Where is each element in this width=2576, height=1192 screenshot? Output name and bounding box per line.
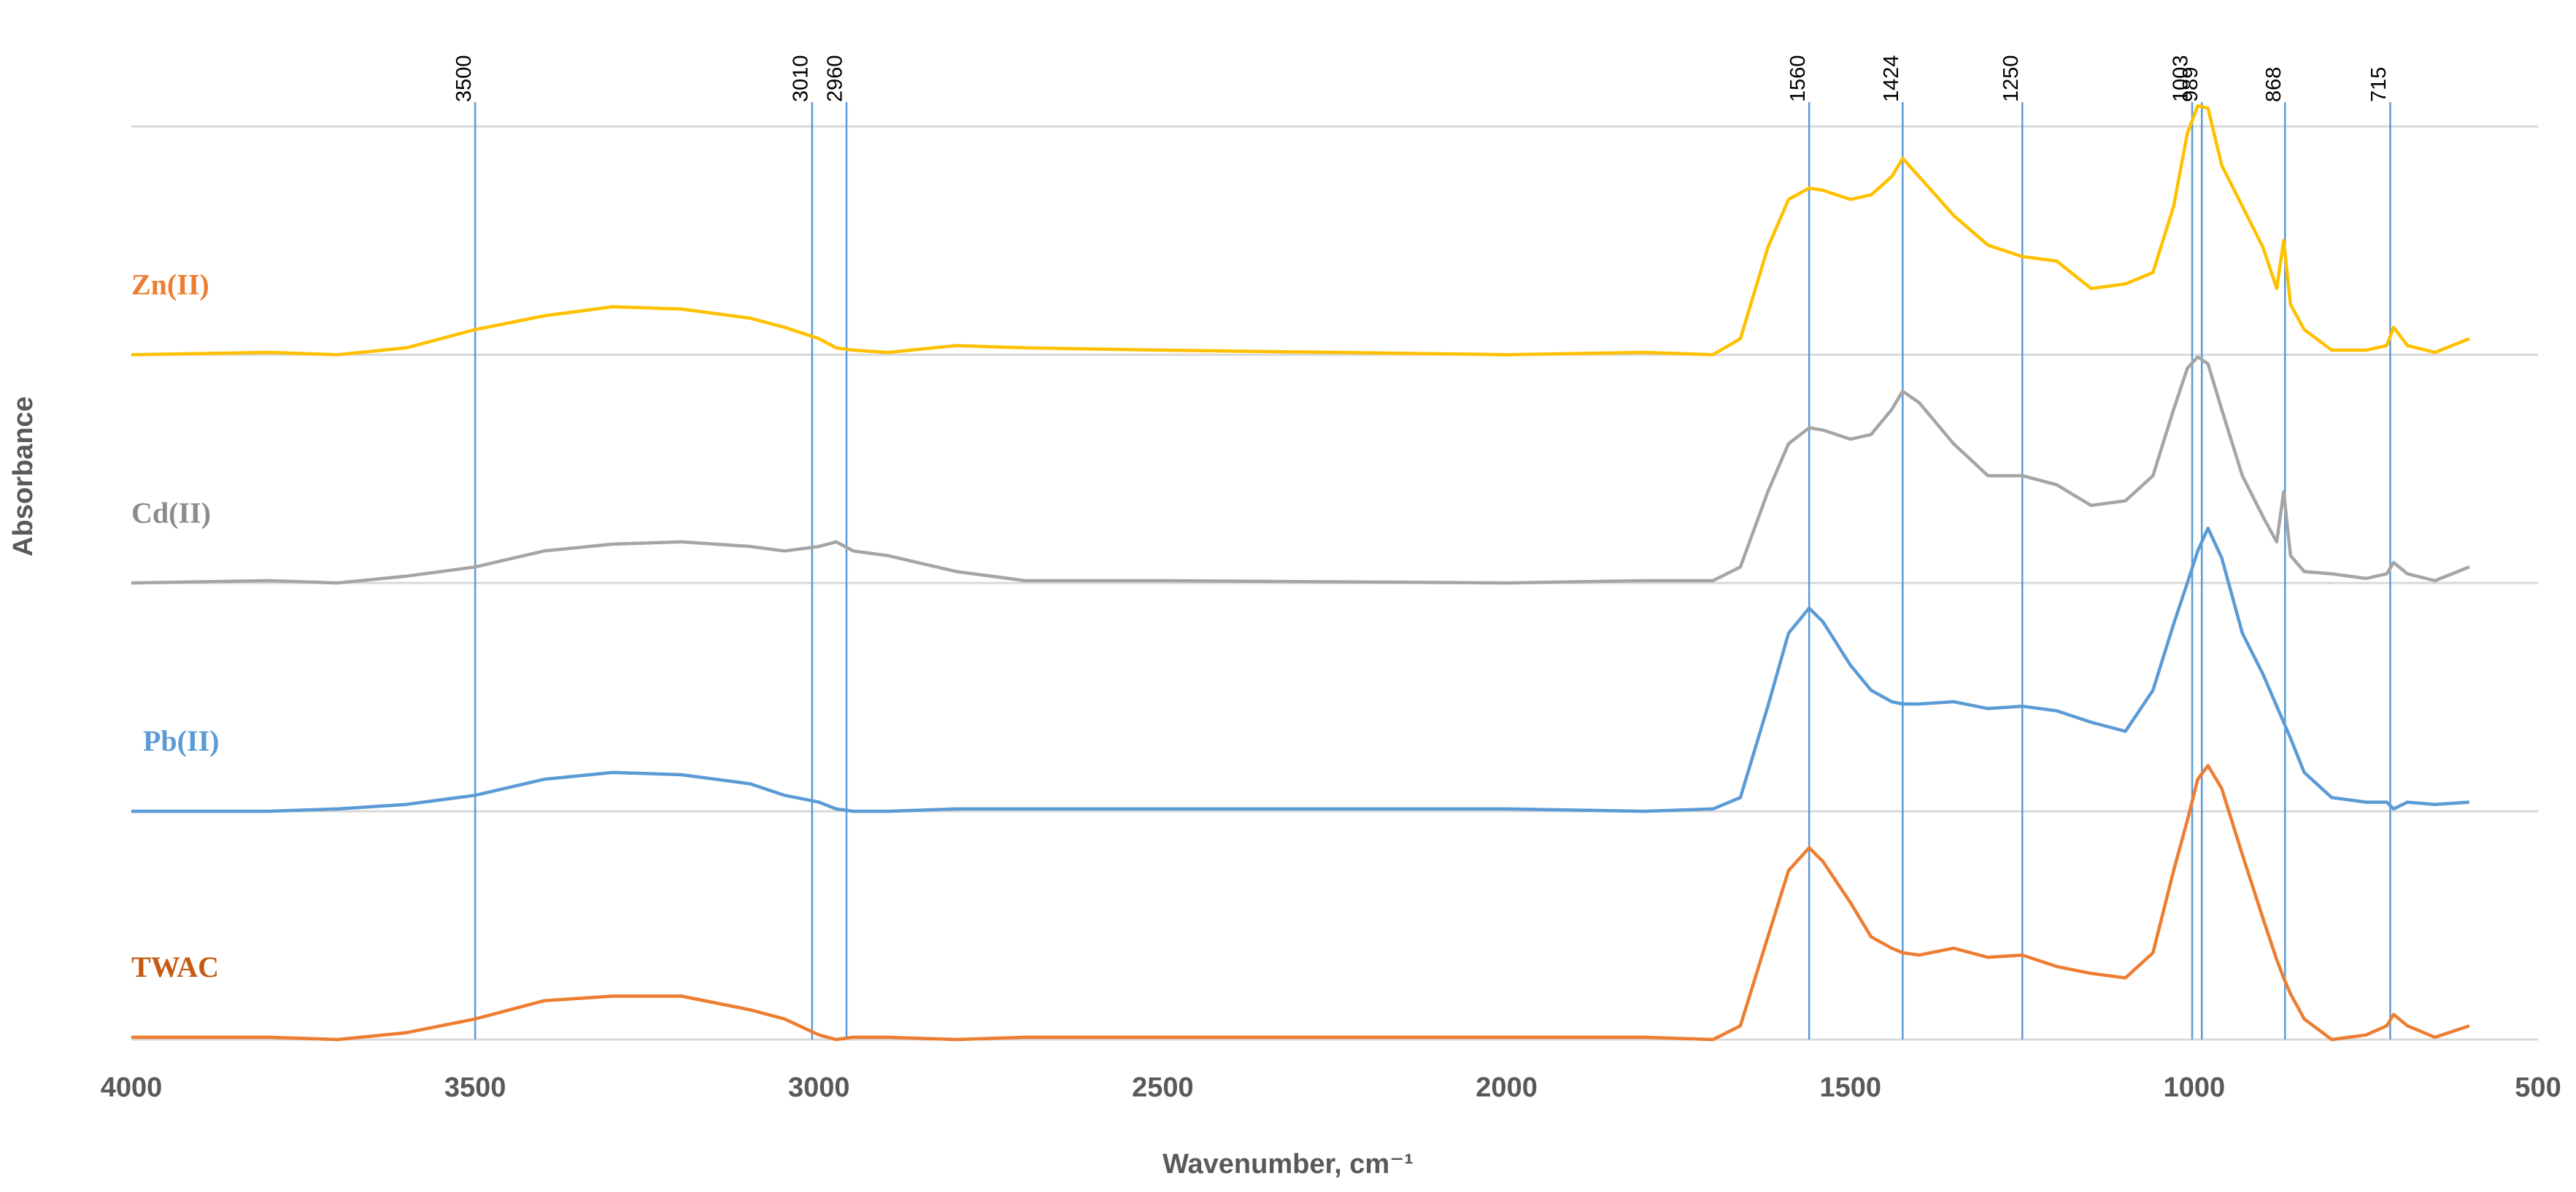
x-tick-label: 3000 bbox=[788, 1072, 850, 1103]
series-label: Zn(II) bbox=[131, 268, 209, 301]
series-label: Cd(II) bbox=[131, 496, 211, 529]
series-line bbox=[131, 355, 2470, 585]
x-tick-label: 2500 bbox=[1132, 1072, 1194, 1103]
reference-label: 989 bbox=[2179, 67, 2202, 102]
x-axis-title: Wavenumber, cm⁻¹ bbox=[1162, 1149, 1414, 1180]
x-tick-label: 3500 bbox=[444, 1072, 506, 1103]
reference-label: 3500 bbox=[452, 55, 476, 102]
x-tick-label: 1500 bbox=[1819, 1072, 1881, 1103]
x-tick-label: 500 bbox=[2515, 1072, 2561, 1103]
x-tick-label: 4000 bbox=[101, 1072, 163, 1103]
reference-label: 1424 bbox=[1880, 55, 1903, 102]
series-line bbox=[131, 526, 2469, 813]
reference-label: 2960 bbox=[824, 55, 847, 102]
reference-label: 715 bbox=[2367, 67, 2391, 102]
reference-label: 1250 bbox=[2000, 55, 2023, 102]
x-tick-label: 2000 bbox=[1476, 1072, 1538, 1103]
reference-label: 1003 bbox=[2170, 55, 2193, 102]
series-line bbox=[131, 104, 2470, 357]
series-label: Pb(II) bbox=[143, 724, 219, 757]
y-axis-title: Absorbance bbox=[8, 396, 39, 557]
x-tick-label: 1000 bbox=[2164, 1072, 2226, 1103]
series-label: TWAC bbox=[131, 951, 219, 983]
reference-label: 1560 bbox=[1786, 55, 1810, 102]
reference-label: 3010 bbox=[790, 55, 813, 102]
reference-label: 868 bbox=[2262, 67, 2286, 102]
series-line bbox=[131, 764, 2470, 1042]
